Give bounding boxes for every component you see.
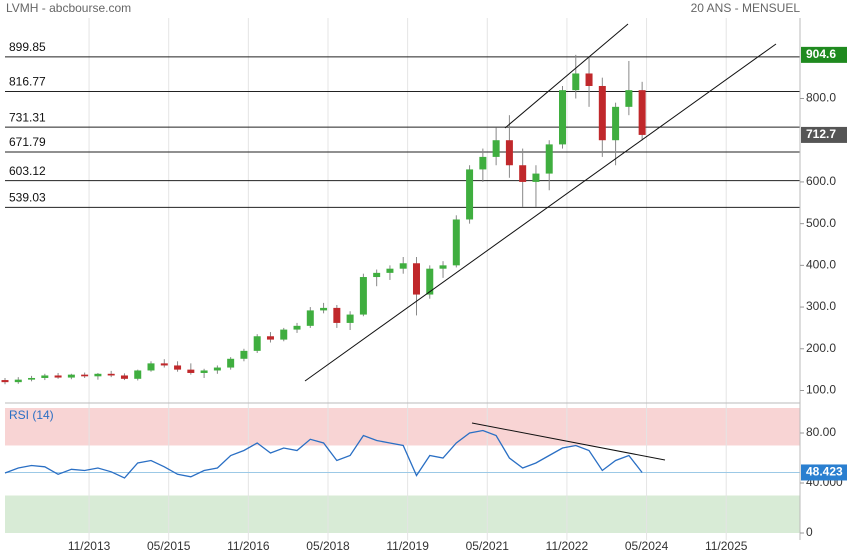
y-tick-label: 600.0 xyxy=(806,174,836,188)
candle-body xyxy=(505,140,513,166)
candle-body xyxy=(187,369,195,373)
candle-body xyxy=(412,263,420,295)
level-label: 539.03 xyxy=(9,191,46,205)
x-tick-label: 11/2025 xyxy=(705,539,748,553)
candle-body xyxy=(14,379,22,383)
rsi-zone xyxy=(5,495,800,533)
level-label: 899.85 xyxy=(9,40,46,54)
candle-body xyxy=(333,307,341,323)
candle-body xyxy=(386,268,394,273)
candle-body xyxy=(558,90,566,145)
candle-body xyxy=(359,277,367,315)
candle-body xyxy=(253,336,261,351)
candle-body xyxy=(67,374,75,378)
y-tick-label: 500.0 xyxy=(806,216,836,230)
candle-body xyxy=(346,314,354,323)
candle-body xyxy=(320,307,328,311)
candle-body xyxy=(1,380,9,383)
candle-body xyxy=(492,140,500,157)
candle-body xyxy=(94,373,102,377)
candle-body xyxy=(545,144,553,174)
last-price-label: 712.7 xyxy=(806,127,836,141)
level-label: 816.77 xyxy=(9,75,46,89)
candle-body xyxy=(160,363,168,366)
y-tick-label: 200.0 xyxy=(806,341,836,355)
y-tick-label: 0 xyxy=(806,525,813,539)
candle-body xyxy=(28,377,36,380)
level-label: 603.12 xyxy=(9,164,46,178)
candle-body xyxy=(638,90,646,135)
candle-body xyxy=(612,106,620,141)
y-tick-label: 100.0 xyxy=(806,383,836,397)
candle-body xyxy=(200,370,208,373)
y-tick-label: 400.0 xyxy=(806,258,836,272)
candle-body xyxy=(479,156,487,170)
candle-body xyxy=(41,375,49,378)
chart-subtitle: 20 ANS - MENSUEL xyxy=(691,1,801,15)
candle-body xyxy=(213,367,221,371)
candle-body xyxy=(532,173,540,182)
candle-body xyxy=(280,329,288,340)
high-value-box xyxy=(801,46,847,63)
candle-body xyxy=(452,219,460,266)
candle-body xyxy=(439,265,447,269)
level-label: 671.79 xyxy=(9,135,46,149)
candle-body xyxy=(120,375,128,379)
x-tick-label: 05/2024 xyxy=(625,539,669,553)
candle-body xyxy=(519,165,527,182)
candle-body xyxy=(373,272,381,278)
level-label: 731.31 xyxy=(9,110,46,124)
rsi-title: RSI (14) xyxy=(9,408,54,422)
candle-body xyxy=(227,358,235,368)
high-value-label: 904.6 xyxy=(806,47,836,61)
candle-body xyxy=(572,73,580,91)
rsi-value-box xyxy=(801,464,847,481)
candle-body xyxy=(107,373,115,376)
x-tick-label: 05/2015 xyxy=(147,539,191,553)
last-price-box xyxy=(801,126,847,143)
rsi-line xyxy=(4,429,643,479)
candle-body xyxy=(81,374,89,377)
candle-body xyxy=(585,73,593,86)
y-tick-label: 800.0 xyxy=(806,91,836,105)
y-tick-label: 300.0 xyxy=(806,299,836,313)
candle-body xyxy=(266,336,274,340)
candle-body xyxy=(240,350,248,359)
rsi-trend-line xyxy=(471,422,666,461)
trend-line xyxy=(304,43,777,382)
candle-body xyxy=(174,365,182,370)
x-tick-label: 11/2022 xyxy=(546,539,589,553)
trend-line xyxy=(504,23,629,129)
y-tick-label: 80.00 xyxy=(806,425,836,439)
candle-body xyxy=(134,370,142,379)
x-tick-label: 11/2013 xyxy=(68,539,111,553)
candle-body xyxy=(399,263,407,269)
chart-title: LVMH - abcbourse.com xyxy=(6,1,131,15)
candle-body xyxy=(293,325,301,330)
candle-body xyxy=(306,310,314,326)
x-tick-label: 05/2021 xyxy=(466,539,510,553)
rsi-value-label: 48.423 xyxy=(806,465,843,479)
rsi-zone xyxy=(5,408,800,446)
x-tick-label: 11/2019 xyxy=(386,539,429,553)
candle-body xyxy=(147,363,155,371)
candle-body xyxy=(598,85,606,141)
x-tick-label: 11/2016 xyxy=(227,539,270,553)
candle-body xyxy=(426,268,434,295)
candle-body xyxy=(54,375,62,378)
candle-body xyxy=(625,90,633,107)
candle-body xyxy=(466,169,474,220)
x-tick-label: 05/2018 xyxy=(306,539,350,553)
